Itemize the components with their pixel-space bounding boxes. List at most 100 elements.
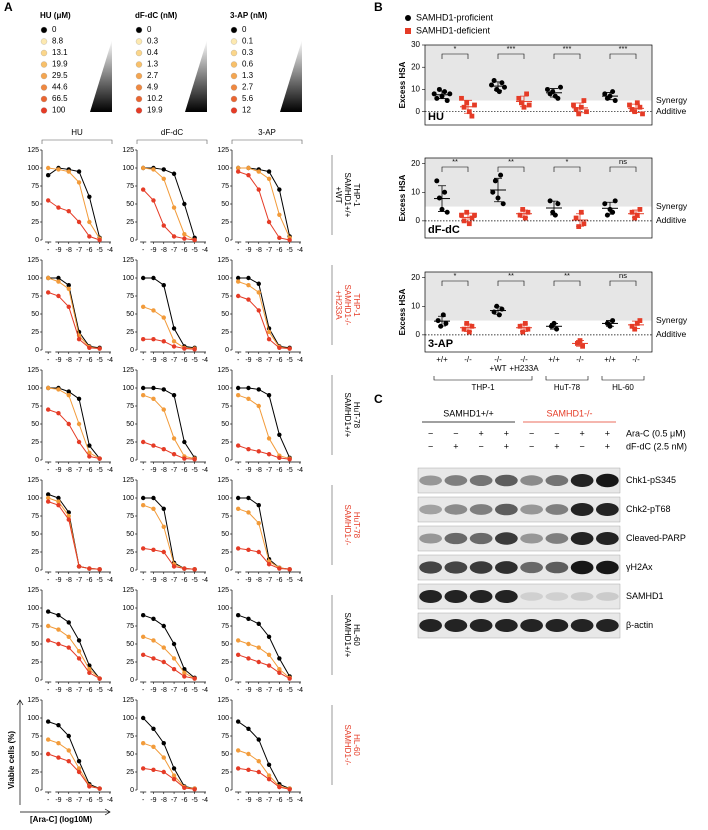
x-tick-label: +/+ xyxy=(604,355,616,364)
x-tick-label: -5 xyxy=(287,247,293,254)
data-point xyxy=(466,221,472,227)
data-point xyxy=(235,275,241,281)
y-tick-label: 75 xyxy=(31,293,39,300)
x-tick-label: -7 xyxy=(76,577,82,584)
data-point xyxy=(182,439,187,445)
y-tick-label: 10 xyxy=(411,301,420,310)
x-tick-label: -7 xyxy=(171,357,177,364)
error-bar xyxy=(520,209,528,218)
x-tick-label: -5 xyxy=(97,577,103,584)
error-bar xyxy=(606,92,614,101)
y-tick-label: 75 xyxy=(126,183,134,190)
y-tick-label: 100 xyxy=(27,495,39,502)
data-point xyxy=(151,616,156,621)
y-tick-label: 0 xyxy=(35,787,39,794)
data-point xyxy=(246,447,251,452)
y-tick-label: 25 xyxy=(126,659,134,666)
y-tick-label: 25 xyxy=(31,769,39,776)
blot-band xyxy=(596,618,619,633)
data-point xyxy=(151,275,156,281)
data-point xyxy=(76,638,82,643)
data-point xyxy=(97,237,102,243)
data-point xyxy=(56,613,61,618)
data-point xyxy=(517,212,523,218)
data-point xyxy=(66,286,71,291)
legend-item: 5.6 xyxy=(242,94,254,103)
data-point xyxy=(192,457,197,462)
x-tick-label: -5 xyxy=(192,577,198,584)
y-axis-label: Excess HSA xyxy=(398,288,407,335)
plot-frame xyxy=(424,271,653,353)
dose-response-curve xyxy=(142,717,195,790)
data-point xyxy=(442,89,448,95)
data-point xyxy=(494,303,500,309)
x-tick-label: -6 xyxy=(86,357,92,364)
y-tick-label: 75 xyxy=(126,403,134,410)
data-point xyxy=(472,212,477,218)
data-point xyxy=(151,443,156,448)
treatment-sign: + xyxy=(605,441,610,451)
data-point xyxy=(151,726,156,731)
data-point xyxy=(151,385,156,391)
blot-band xyxy=(570,502,594,517)
y-tick-label: 125 xyxy=(122,477,134,484)
error-bar xyxy=(438,185,446,212)
data-point xyxy=(56,755,61,760)
significance-label: ** xyxy=(452,157,458,166)
plot-name: HU xyxy=(428,111,444,123)
data-point xyxy=(266,634,272,639)
dose-response-curve xyxy=(238,614,291,677)
x-tick-label: -8 xyxy=(161,687,167,694)
legend-marker xyxy=(40,61,48,68)
x-tick-label: -7 xyxy=(76,247,82,254)
data-point xyxy=(66,283,71,288)
x-tick-label: -7 xyxy=(171,687,177,694)
row-label: HL-60 xyxy=(352,624,361,646)
error-bar xyxy=(550,88,558,98)
data-point xyxy=(235,638,241,643)
data-point xyxy=(256,759,261,764)
y-tick-label: 25 xyxy=(126,769,134,776)
blot-band xyxy=(444,504,468,515)
data-point xyxy=(171,656,177,661)
synergy-band xyxy=(425,45,652,101)
dose-response-curve xyxy=(48,167,101,239)
data-point xyxy=(489,82,494,88)
legend-title: dF-dC (nM) xyxy=(135,11,178,20)
data-point xyxy=(469,113,475,119)
treatment-sign: − xyxy=(453,428,458,438)
synergy-band xyxy=(425,272,652,321)
dose-response-curve xyxy=(48,409,100,460)
data-point xyxy=(87,443,92,448)
data-point xyxy=(235,546,241,551)
data-point xyxy=(140,546,146,551)
significance-bracket xyxy=(441,280,469,286)
data-point xyxy=(235,165,241,171)
data-point xyxy=(97,346,102,351)
blot-band xyxy=(596,502,619,517)
y-tick-label: 75 xyxy=(221,403,229,410)
x-tick-label: -5 xyxy=(97,247,103,254)
y-tick-label: 10 xyxy=(411,85,420,94)
data-point xyxy=(76,766,82,771)
x-tick-label: -9 xyxy=(150,247,156,254)
legend-marker xyxy=(230,49,238,57)
data-point xyxy=(182,785,187,791)
dose-response-curve xyxy=(48,497,100,570)
dose-response-curve xyxy=(48,493,100,570)
data-point xyxy=(171,234,177,239)
x-tick-label: -6 xyxy=(86,467,92,474)
legend-marker xyxy=(40,72,48,80)
data-point xyxy=(56,503,61,508)
x-tick-label: -4 xyxy=(107,797,113,804)
data-point xyxy=(87,566,92,571)
blot-band xyxy=(444,561,468,574)
data-point xyxy=(182,670,187,675)
y-tick-label: 0 xyxy=(225,787,229,794)
data-point xyxy=(151,767,156,773)
x-tick-label: -5 xyxy=(192,357,198,364)
data-point xyxy=(151,495,156,501)
legend-marker xyxy=(135,107,143,114)
data-point xyxy=(66,759,71,764)
y-tick-label: 75 xyxy=(126,293,134,300)
